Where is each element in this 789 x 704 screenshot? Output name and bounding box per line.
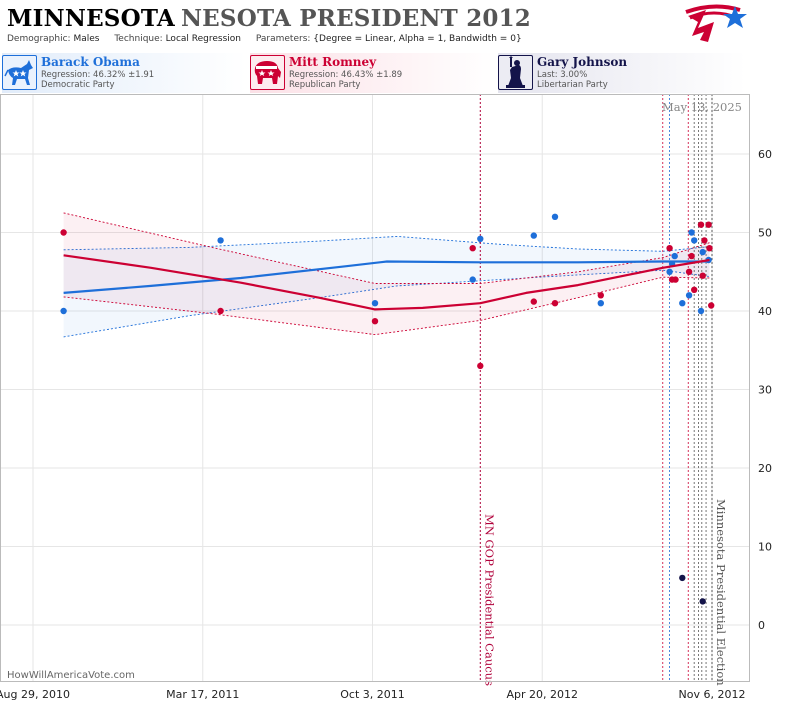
barack-obama-poll-point	[685, 292, 693, 299]
date-stamp: May 13, 2025	[662, 100, 742, 114]
mitt-romney-poll-point	[691, 286, 698, 293]
mitt-romney-poll-point	[530, 298, 537, 305]
x-tick-label: Nov 6, 2012	[679, 688, 746, 701]
y-tick-label: 40	[758, 305, 772, 318]
y-tick-label: 20	[758, 462, 772, 475]
barack-obama-poll-point	[671, 252, 678, 260]
mitt-romney-poll-point	[685, 268, 693, 275]
mitt-romney-poll-point	[697, 221, 705, 228]
mitt-romney-poll-point	[706, 245, 713, 252]
barack-obama-poll-point	[699, 248, 706, 256]
mitt-romney-poll-point	[701, 237, 708, 244]
barack-obama-poll-point	[679, 300, 686, 307]
parameters-label: Parameters:	[255, 34, 311, 44]
mitt-romney-poll-point	[551, 300, 559, 307]
barack-obama-poll-point	[688, 229, 695, 236]
mitt-romney-poll-point	[688, 252, 695, 260]
trend-lines	[63, 254, 710, 311]
barack-obama-poll-point	[477, 235, 484, 242]
candidate-party-johnson: Libertarian Party	[537, 80, 608, 90]
x-tick-label: Mar 17, 2011	[166, 688, 239, 701]
mitt-romney-poll-point	[371, 318, 379, 325]
candidate-name-johnson: Gary Johnson	[537, 55, 628, 69]
mitt-romney-poll-point	[672, 276, 679, 283]
candidate-stat-obama: Regression: 46.32% ±1.91	[41, 70, 155, 80]
plot-border	[0, 94, 750, 682]
parameters-value: {Degree = Linear, Alpha = 1, Bandwidth =…	[313, 34, 522, 44]
header: MINNESOTA NESOTA PRESIDENT 2012 Demograph…	[0, 0, 789, 52]
barack-obama-poll-point	[697, 307, 705, 315]
barack-obama-poll-point	[469, 276, 476, 283]
barack-obama-poll-point	[530, 232, 537, 239]
chart-text: 0 10 20 30 40 50 60 Aug 29, 2010 Mar 17, 2011 Oct…	[0, 100, 772, 701]
y-tick-label: 0	[758, 619, 765, 632]
candidate-name-romney: Mitt Romney	[289, 55, 377, 69]
candidate-card-johnson[interactable]: Gary Johnson Last: 3.00% Libertarian Par…	[498, 53, 746, 93]
mitt-romney-poll-point	[666, 245, 673, 252]
elephant-icon	[250, 55, 285, 90]
candidate-legend: Barack Obama Regression: 46.32% ±1.91 De…	[0, 53, 789, 93]
confidence-bands	[63, 212, 710, 338]
gary-johnson-poll-point	[679, 574, 686, 582]
parameters-line: Demographic: Males Technique: Local Regr…	[7, 34, 522, 44]
title-rest: NESOTA PRESIDENT 2012	[180, 5, 532, 32]
barack-obama-poll-point	[60, 307, 67, 315]
donkey-icon	[2, 55, 37, 90]
candidate-card-obama[interactable]: Barack Obama Regression: 46.32% ±1.91 De…	[2, 53, 246, 93]
barack-obama-poll-point	[371, 300, 379, 307]
page-title: MINNESOTA NESOTA PRESIDENT 2012	[7, 5, 531, 32]
technique-value: Local Regression	[165, 34, 241, 44]
x-tick-label: Aug 29, 2010	[0, 688, 70, 701]
event-label: Minnesota Presidential Election	[714, 499, 728, 686]
mitt-romney-trend-line	[63, 254, 710, 311]
mitt-romney-poll-point	[217, 307, 224, 315]
barack-obama-poll-point	[691, 237, 698, 244]
mitt-romney-poll-point	[469, 245, 476, 252]
demographic-label: Demographic:	[7, 34, 71, 44]
y-tick-label: 50	[758, 227, 772, 240]
event-label: MN GOP Presidential Caucus	[482, 514, 496, 686]
candidate-stat-johnson: Last: 3.00%	[537, 70, 588, 80]
x-tick-label: Oct 3, 2011	[340, 688, 405, 701]
barack-obama-poll-point	[666, 268, 673, 275]
barack-obama-poll-point	[597, 300, 604, 307]
poll-points	[60, 213, 715, 605]
y-tick-label: 30	[758, 384, 772, 397]
mitt-romney-band-lower	[63, 276, 710, 336]
event-lines	[479, 94, 713, 682]
chart-grid	[0, 94, 750, 682]
y-tick-label: 10	[758, 541, 772, 554]
y-tick-label: 60	[758, 148, 772, 161]
barack-obama-poll-point	[217, 237, 224, 244]
candidate-party-obama: Democratic Party	[41, 80, 115, 90]
mitt-romney-poll-point	[477, 362, 484, 370]
poll-chart: 0 10 20 30 40 50 60 Aug 29, 2010 Mar 17, 2011 Oct…	[0, 94, 772, 701]
technique-label: Technique:	[114, 34, 163, 44]
barack-obama-band-upper	[63, 235, 710, 252]
x-tick-label: Apr 20, 2012	[506, 688, 578, 701]
barack-obama-trend-line	[63, 260, 710, 294]
candidate-stat-romney: Regression: 46.43% ±1.89	[289, 70, 403, 80]
mitt-romney-poll-point	[699, 272, 706, 279]
candidate-party-romney: Republican Party	[289, 80, 361, 90]
mitt-romney-poll-point	[597, 292, 604, 299]
title-state: MINNESOTA	[7, 5, 175, 32]
gary-johnson-poll-point	[699, 598, 706, 605]
candidate-card-romney[interactable]: Mitt Romney Regression: 46.43% ±1.89 Rep…	[250, 53, 494, 93]
barack-obama-poll-point	[551, 213, 559, 220]
mitt-romney-poll-point	[60, 229, 67, 236]
watermark: HowWillAmericaVote.com	[7, 670, 135, 681]
demographic-value: Males	[73, 34, 100, 44]
mitt-romney-poll-point	[705, 221, 712, 228]
statue-of-liberty-icon	[498, 55, 533, 90]
mitt-romney-poll-point	[708, 302, 715, 309]
mitt-romney-confidence-band	[63, 212, 710, 335]
site-logo-icon[interactable]	[684, 2, 750, 50]
candidate-name-obama: Barack Obama	[41, 55, 140, 69]
